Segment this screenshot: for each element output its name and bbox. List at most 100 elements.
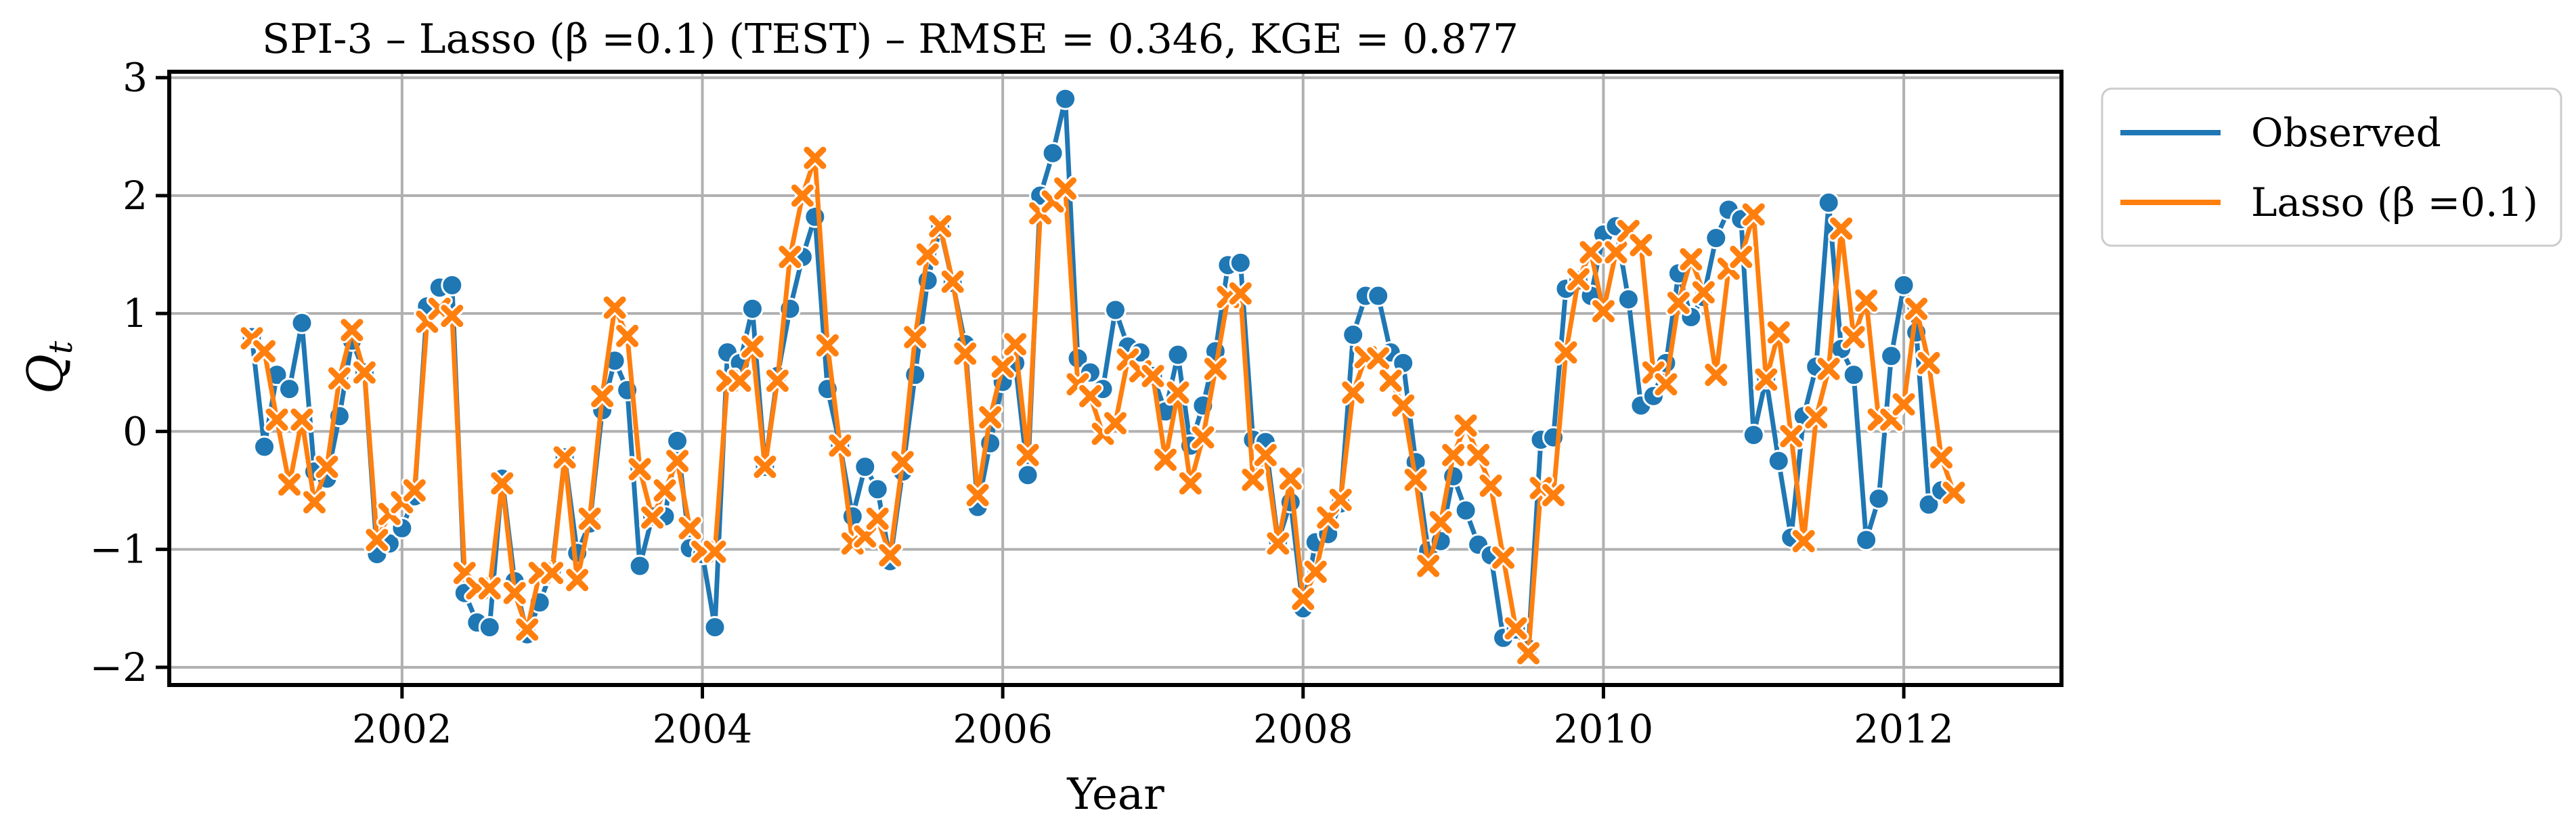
data-point	[1828, 215, 1855, 242]
x-tick-label: 2008	[1253, 706, 1353, 752]
data-point	[1815, 355, 1842, 382]
data-point	[1940, 479, 1967, 506]
data-point	[902, 324, 929, 351]
x-tick-label: 2002	[352, 706, 452, 752]
data-point	[290, 311, 313, 334]
data-point	[739, 333, 766, 360]
y-tick-label: 2	[123, 173, 148, 219]
data-point	[1840, 324, 1867, 351]
data-point	[804, 205, 827, 228]
data-point	[501, 579, 528, 606]
data-point	[889, 449, 916, 476]
data-point	[1315, 504, 1342, 531]
data-point	[1452, 412, 1479, 439]
data-point	[1917, 493, 1940, 516]
data-point	[1164, 379, 1192, 406]
data-point	[1202, 355, 1229, 382]
data-point	[777, 244, 804, 271]
data-point	[1817, 191, 1840, 214]
data-point	[1427, 509, 1454, 536]
data-point	[1327, 486, 1354, 513]
data-point	[1892, 273, 1915, 296]
data-point	[1227, 280, 1254, 307]
data-point	[1377, 367, 1404, 394]
data-point	[964, 481, 991, 508]
data-point	[326, 365, 353, 392]
x-tick-label: 2006	[953, 706, 1053, 752]
data-point	[1928, 444, 1955, 471]
data-point	[789, 182, 816, 209]
data-point	[952, 340, 979, 367]
data-point	[1903, 295, 1930, 322]
data-point	[914, 241, 941, 268]
data-point	[250, 338, 278, 365]
series-layer	[238, 87, 1967, 667]
data-point	[601, 294, 628, 321]
data-point	[1577, 239, 1604, 266]
data-point	[827, 432, 854, 459]
data-point	[1277, 465, 1304, 492]
data-point	[628, 554, 651, 577]
data-point	[1678, 246, 1705, 273]
data-point	[1653, 371, 1680, 398]
series-lasso	[238, 144, 1967, 667]
data-point	[1077, 382, 1104, 410]
data-point	[278, 378, 301, 401]
data-point	[1390, 392, 1417, 419]
data-point	[741, 297, 764, 320]
data-point	[1705, 227, 1728, 250]
data-point	[1367, 284, 1390, 307]
data-point	[1454, 499, 1477, 522]
data-point	[288, 406, 315, 433]
data-point	[639, 504, 666, 531]
data-point	[1803, 403, 1830, 430]
data-point	[989, 353, 1016, 380]
data-point	[1477, 472, 1504, 500]
data-point	[551, 444, 578, 471]
y-axis-label: Qt	[17, 340, 80, 394]
data-point	[1853, 287, 1880, 314]
data-point	[514, 616, 541, 643]
data-point	[1052, 175, 1079, 202]
y-tick-label: 0	[123, 408, 148, 454]
data-point	[1867, 487, 1890, 510]
data-point	[764, 367, 791, 394]
data-point	[626, 456, 653, 483]
data-point	[1880, 345, 1903, 368]
data-point	[751, 454, 779, 481]
y-tick-label: 3	[123, 55, 148, 101]
legend: Observed Lasso (β =0.1)	[2101, 87, 2562, 247]
data-point	[1915, 349, 1942, 376]
data-point	[1665, 289, 1692, 316]
data-point	[1054, 87, 1077, 110]
data-point	[253, 435, 276, 458]
y-tick-label: 1	[123, 290, 148, 336]
data-point	[1139, 363, 1166, 390]
axes-layer: 2002 2004 2006 2008 2010 2012 −2 −1 0 1 2 3	[90, 55, 1954, 752]
data-point	[1102, 410, 1129, 437]
data-point	[1152, 446, 1179, 473]
data-point	[651, 477, 678, 504]
data-point	[1742, 424, 1765, 447]
data-point	[939, 268, 966, 295]
data-point	[701, 538, 728, 565]
data-point	[1265, 530, 1292, 557]
y-axis-label-subscript: t	[42, 340, 80, 354]
data-point	[802, 144, 829, 171]
data-point	[1465, 441, 1492, 468]
data-point	[1602, 239, 1630, 266]
chart-title: SPI-3 – Lasso (β =0.1) (TEST) – RMSE = 0…	[262, 16, 1519, 63]
data-point	[904, 363, 927, 386]
data-point	[439, 303, 466, 330]
data-point	[1703, 361, 1730, 389]
data-point	[1229, 251, 1252, 274]
data-point	[1290, 585, 1317, 613]
data-point	[1842, 363, 1865, 386]
data-point	[1552, 339, 1579, 366]
data-point	[1490, 544, 1517, 571]
data-point	[1740, 201, 1767, 228]
data-point	[1252, 441, 1279, 468]
y-axis-label-main: Q	[17, 354, 74, 394]
data-point	[814, 332, 841, 359]
